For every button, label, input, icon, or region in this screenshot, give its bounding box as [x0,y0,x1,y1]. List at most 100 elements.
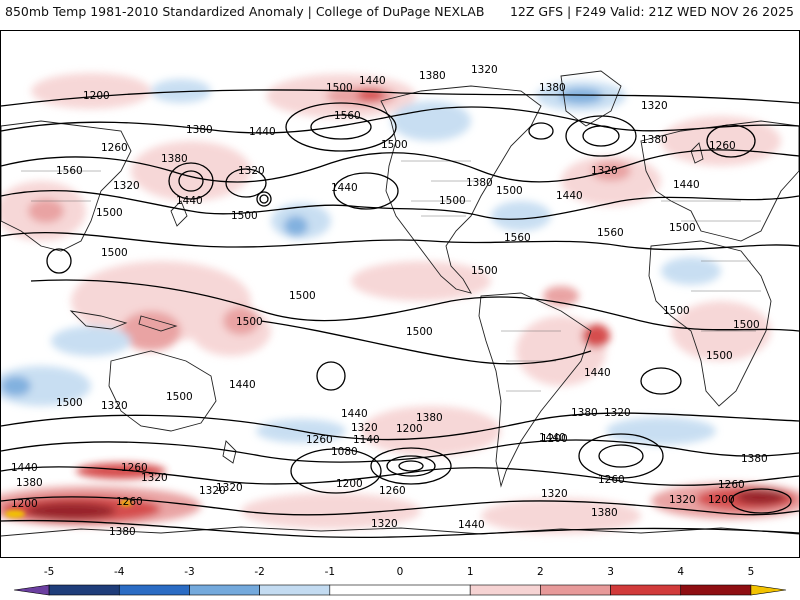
contour-label: 1380 [186,124,213,136]
contour-label: 1080 [331,446,358,458]
colorbar-scale [13,584,787,596]
colorbar-bin [680,584,752,596]
contour-label: 1440 [673,179,700,191]
contour-label: 1200 [336,478,363,490]
contour-label: 1500 [496,185,523,197]
contour-label: 1500 [471,265,498,277]
colorbar-bin [118,584,190,596]
contour-label: 1440 [458,519,485,531]
colorbar-tick-label: 0 [396,566,404,578]
contour-label: 1500 [231,210,258,222]
colorbar-bin [48,584,120,596]
colorbar-tick-label: 3 [607,566,614,578]
contour-label: 1440 [331,182,358,194]
colorbar-tick-label: -1 [324,566,336,578]
colorbar-bin [540,584,611,596]
contour-label: 1320 [604,407,631,419]
contour-label: 1440 [539,432,566,444]
colorbar-tick-label: -4 [114,566,125,578]
contour-label: 1260 [709,140,736,152]
colorbar-bin [750,584,787,596]
contour-label: 1500 [289,290,316,302]
contour-label: 1380 [161,153,188,165]
colorbar-bin [469,584,541,596]
contour-label: 1440 [229,379,256,391]
map-canvas: 1200 1440 1380 1320 1380 1320 1500 1560 … [1,64,799,539]
contour-label: 1500 [663,305,690,317]
contour-label: 1200 [11,498,38,510]
political-borders [21,160,761,392]
contour-label: 1380 [591,507,618,519]
contour-label: 1380 [741,453,768,465]
contour-label: 1260 [379,485,406,497]
contour-label: 1320 [199,485,226,497]
contour-label: 1260 [121,462,148,474]
contour-label: 1380 [641,134,668,146]
contour-label: 1200 [708,494,735,506]
contour-label: 1260 [718,479,745,491]
anomaly-speckle [5,500,132,518]
contour-label: 1440 [359,75,386,87]
contour-label: 1440 [11,462,38,474]
colorbar-tick-label: -3 [184,566,195,578]
contour-label: 1500 [733,319,760,331]
contour-label: 1320 [641,100,668,112]
contour-label: 1260 [116,496,143,508]
contour-label: 1500 [406,326,433,338]
contour-label: 1320 [113,180,140,192]
contour-label: 1560 [504,232,531,244]
contour-label: 1560 [56,165,83,177]
contour-label: 1500 [166,391,193,403]
contour-label: 1320 [669,494,696,506]
colorbar-bin [259,584,331,596]
contour-label: 1320 [238,165,265,177]
contour-label: 1200 [541,433,568,445]
colorbar-tick-label: -5 [43,566,55,578]
contour-label: 1560 [334,110,361,122]
contour-label: 1500 [706,350,733,362]
contour-label: 1320 [471,64,498,76]
colorbar-bin [189,584,260,596]
colorbar-tick-label: 2 [537,566,544,578]
contour-label: 1320 [351,422,378,434]
contour-label: 1500 [326,82,353,94]
colorbar-bin [610,584,682,596]
contour-labels: 1200 1440 1380 1320 1380 1320 1500 1560 … [11,64,768,538]
model-valid-time: 12Z GFS | F249 Valid: 21Z WED NOV 26 202… [509,4,794,19]
contour-label: 1440 [556,190,583,202]
contour-label: 1320 [541,488,568,500]
contour-label: 1140 [353,434,380,446]
contour-label: 1380 [16,477,43,489]
contour-label: 1440 [176,195,203,207]
contour-label: 1380 [416,412,443,424]
contour-label: 1380 [571,407,598,419]
contour-label: 1500 [381,139,408,151]
map-panel: 1200 1440 1380 1320 1380 1320 1500 1560 … [0,30,800,558]
contour-label: 1500 [96,207,123,219]
contour-label: 1500 [669,222,696,234]
contour-label: 1380 [539,82,566,94]
contour-label: 1500 [236,316,263,328]
contour-label: 1440 [341,408,368,420]
contour-label: 1200 [396,423,423,435]
contour-label: 1380 [109,526,136,538]
contour-label: 1320 [141,472,168,484]
height-contours [1,89,799,539]
contour-label: 1260 [101,142,128,154]
colorbar-tick-label: 1 [466,566,474,578]
contour-label: 1320 [216,482,243,494]
contour-label: 1260 [598,474,625,486]
colorbar-tick-label: 5 [747,566,755,578]
contour-label: 1440 [249,126,276,138]
map-title: 850mb Temp 1981-2010 Standardized Anomal… [5,4,485,19]
contour-label: 1260 [306,434,333,446]
contour-label: 1320 [101,400,128,412]
colorbar-tick-label: -2 [254,566,265,578]
contour-label: 1320 [371,518,398,530]
contour-label: 1380 [419,70,446,82]
contour-label: 1440 [584,367,611,379]
contour-label: 1500 [101,247,128,259]
colorbar-tick-label: 4 [677,566,685,578]
colorbar-bin [329,584,471,596]
colorbar-bin [13,584,50,596]
